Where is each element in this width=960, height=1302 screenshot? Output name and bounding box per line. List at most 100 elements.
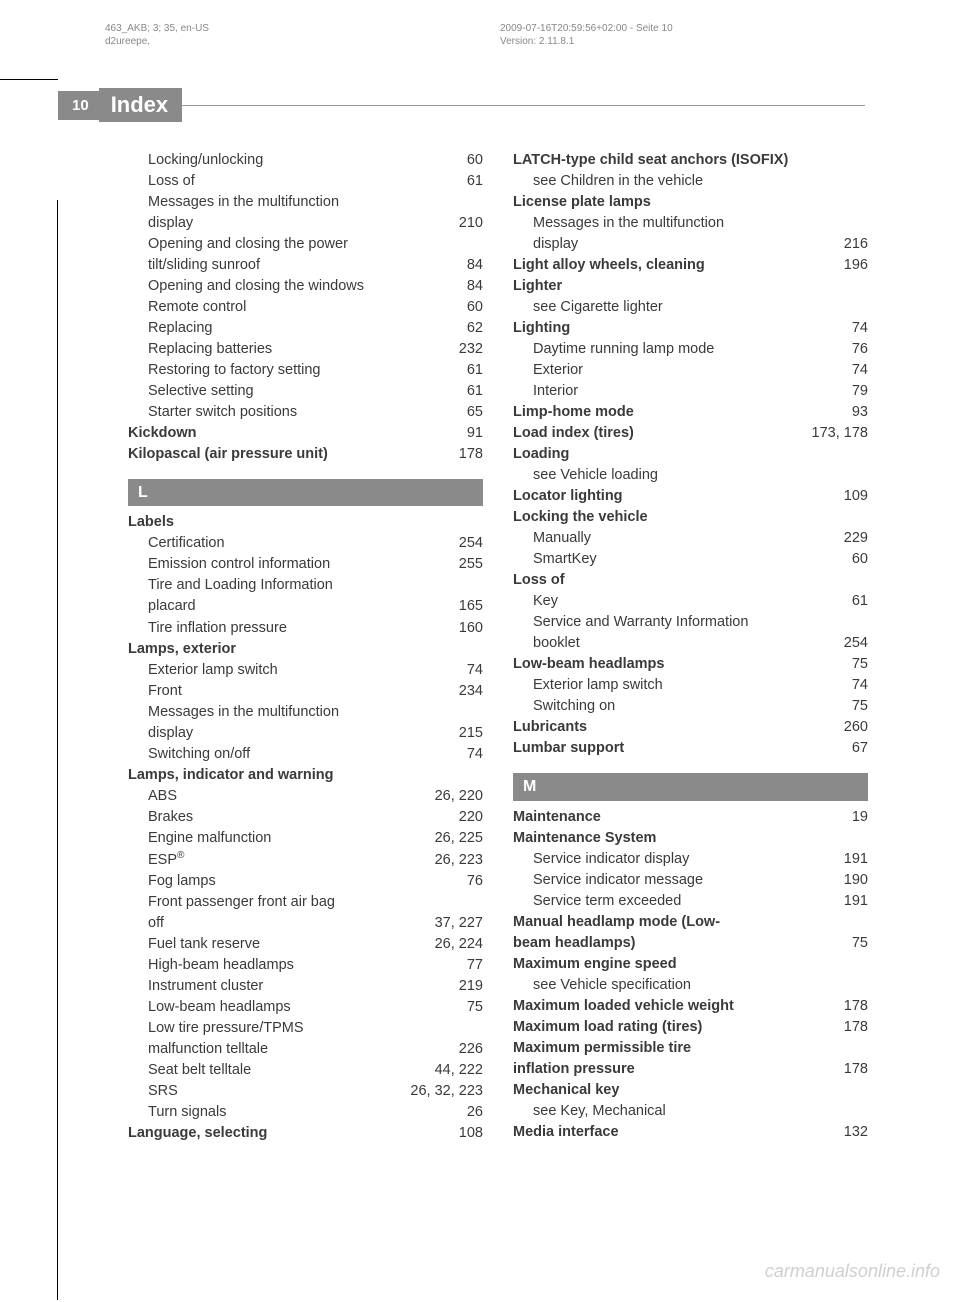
index-entry-label: Brakes xyxy=(148,807,193,828)
meta-left-1: 463_AKB; 3; 35, en-US xyxy=(105,22,209,35)
index-entry-label: Exterior xyxy=(533,360,583,381)
index-entry-page: 196 xyxy=(838,255,868,276)
index-entry-page: 60 xyxy=(838,549,868,570)
index-entry: Instrument cluster 219 xyxy=(128,976,483,997)
section-letter: L xyxy=(128,479,483,506)
index-entry: Starter switch positions65 xyxy=(128,402,483,423)
index-entry-page: 44, 222 xyxy=(429,1060,483,1081)
index-entry-page: 93 xyxy=(838,402,868,423)
index-entry-label: Key xyxy=(533,591,558,612)
index-entry-page: 234 xyxy=(453,681,483,702)
meta-right-1: 2009-07-16T20:59:56+02:00 - Seite 10 xyxy=(500,22,673,35)
index-entry-page: 132 xyxy=(838,1122,868,1143)
index-entry: Brakes 220 xyxy=(128,807,483,828)
index-entry-page: 75 xyxy=(838,654,868,675)
index-entry: Fog lamps76 xyxy=(128,871,483,892)
index-entry-page: 60 xyxy=(453,150,483,171)
header-meta-right: 2009-07-16T20:59:56+02:00 - Seite 10 Ver… xyxy=(500,22,673,48)
index-entry-label: Manually xyxy=(533,528,591,549)
index-entry: Manually229 xyxy=(513,528,868,549)
index-entry-label: placard xyxy=(148,596,196,617)
index-entry-label: off xyxy=(148,913,164,934)
index-entry-label: Exterior lamp switch xyxy=(148,660,278,681)
index-entry-label: Low-beam headlamps xyxy=(148,997,291,1018)
index-entry: Kilopascal (air pressure unit) 178 xyxy=(128,444,483,465)
index-entry-label: Kilopascal (air pressure unit) xyxy=(128,444,328,465)
index-entry-label: Language, selecting xyxy=(128,1123,267,1144)
index-entry-label: Opening and closing the windows xyxy=(148,276,364,297)
index-entry-label: Instrument cluster xyxy=(148,976,263,997)
index-entry: Load index (tires)173, 178 xyxy=(513,423,868,444)
index-entry-page: 74 xyxy=(453,744,483,765)
index-entry-label: Service term exceeded xyxy=(533,891,681,912)
index-entry: Replacing62 xyxy=(128,318,483,339)
index-entry-label: Engine malfunction xyxy=(148,828,271,849)
index-entry-page: 65 xyxy=(453,402,483,423)
index-heading: Maximum permissible tire xyxy=(513,1038,868,1059)
index-entry-label: Selective setting xyxy=(148,381,254,402)
index-entry: Lumbar support67 xyxy=(513,738,868,759)
index-entry-page: 74 xyxy=(453,660,483,681)
index-see-ref: see Children in the vehicle xyxy=(513,171,868,192)
index-entry-label: Media interface xyxy=(513,1122,619,1143)
index-entry: SmartKey60 xyxy=(513,549,868,570)
index-entry-label: tilt/sliding sunroof xyxy=(148,255,260,276)
meta-right-2: Version: 2.11.8.1 xyxy=(500,35,673,48)
index-entry-page: 76 xyxy=(453,871,483,892)
index-entry: Front234 xyxy=(128,681,483,702)
index-entry: display210 xyxy=(128,213,483,234)
index-heading: Loss of xyxy=(513,570,868,591)
index-entry-page: 219 xyxy=(453,976,483,997)
index-entry-label: display xyxy=(533,234,578,255)
index-entry-page: 19 xyxy=(838,807,868,828)
index-entry: Maintenance19 xyxy=(513,807,868,828)
index-entry-page: 220 xyxy=(453,807,483,828)
index-entry-page: 84 xyxy=(453,276,483,297)
page-header-bar: 10 Index xyxy=(58,88,865,122)
index-entry: ESP®26, 223 xyxy=(128,849,483,871)
index-entry-page: 26, 32, 223 xyxy=(404,1081,483,1102)
index-entry: Opening and closing the windows 84 xyxy=(128,276,483,297)
index-column-left: Locking/unlocking60Loss of61Messages in … xyxy=(128,150,483,1144)
index-see-ref: see Vehicle specification xyxy=(513,975,868,996)
header-meta-left: 463_AKB; 3; 35, en-US d2ureepe, xyxy=(105,22,209,48)
index-entry-label: Interior xyxy=(533,381,578,402)
index-entry-page: 26, 223 xyxy=(429,850,483,871)
index-entry: Language, selecting108 xyxy=(128,1123,483,1144)
index-entry: display215 xyxy=(128,723,483,744)
index-heading: Mechanical key xyxy=(513,1080,868,1101)
index-entry-label: Switching on/off xyxy=(148,744,250,765)
index-entry: Switching on/off 74 xyxy=(128,744,483,765)
index-heading: Locking the vehicle xyxy=(513,507,868,528)
index-entry-label: inflation pressure xyxy=(513,1059,635,1080)
index-entry-label: Remote control xyxy=(148,297,246,318)
index-entry-label: Lubricants xyxy=(513,717,587,738)
index-entry: Locator lighting109 xyxy=(513,486,868,507)
index-entry: placard165 xyxy=(128,596,483,617)
index-entry: Loss of61 xyxy=(128,171,483,192)
index-columns: Locking/unlocking60Loss of61Messages in … xyxy=(128,150,868,1144)
index-entry-page: 109 xyxy=(838,486,868,507)
index-entry: Replacing batteries232 xyxy=(128,339,483,360)
index-entry-page: 77 xyxy=(453,955,483,976)
index-heading: License plate lamps xyxy=(513,192,868,213)
index-entry-label: SRS xyxy=(148,1081,178,1102)
index-entry-label: High-beam headlamps xyxy=(148,955,294,976)
index-entry: High-beam headlamps 77 xyxy=(128,955,483,976)
index-entry: Emission control information255 xyxy=(128,554,483,575)
index-entry-page: 26, 220 xyxy=(429,786,483,807)
index-entry-page: 178 xyxy=(453,444,483,465)
index-heading: LATCH-type child seat anchors (ISOFIX) xyxy=(513,150,868,171)
index-entry-label: Maximum loaded vehicle weight xyxy=(513,996,734,1017)
index-entry: Kickdown91 xyxy=(128,423,483,444)
index-entry-label: Replacing xyxy=(148,318,213,339)
index-entry-label: Load index (tires) xyxy=(513,423,634,444)
index-entry-label: Emission control information xyxy=(148,554,330,575)
index-entry-page: 226 xyxy=(453,1039,483,1060)
index-entry-label: Maximum load rating (tires) xyxy=(513,1017,702,1038)
index-entry-label: Daytime running lamp mode xyxy=(533,339,714,360)
index-entry-page: 191 xyxy=(838,849,868,870)
index-entry: Service term exceeded191 xyxy=(513,891,868,912)
index-entry-label: Exterior lamp switch xyxy=(533,675,663,696)
index-sub-wrap: Messages in the multifunction xyxy=(128,192,483,213)
